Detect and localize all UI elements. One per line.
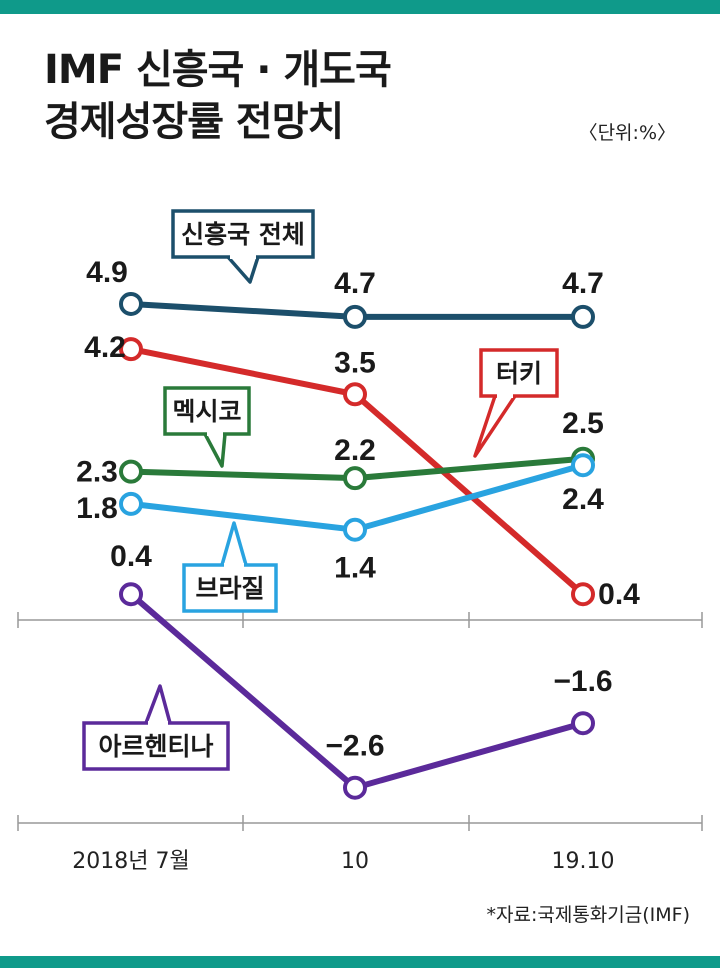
legend-box: [163, 386, 251, 436]
data-label: 2.3: [76, 456, 118, 489]
data-point: [343, 382, 367, 407]
data-label: 4.9: [86, 256, 128, 289]
x-tick-label: 2018년 7월: [72, 849, 189, 874]
data-point: [343, 304, 367, 329]
data-point: [119, 491, 143, 516]
data-point: [343, 775, 367, 800]
data-point: [571, 304, 595, 329]
data-label: 3.5: [334, 346, 376, 379]
data-point: [571, 453, 595, 478]
data-point: [119, 582, 143, 607]
title-line-1: IMF 신흥국 · 개도국: [44, 47, 392, 93]
data-label: 4.7: [334, 267, 376, 300]
data-label: 2.4: [562, 483, 604, 516]
x-tick-label: 19.10: [552, 849, 615, 874]
data-point: [571, 711, 595, 736]
data-point: [119, 291, 143, 316]
legend-pointer: [203, 432, 227, 468]
legend-label: 멕시코: [172, 397, 241, 426]
data-label: 4.2: [84, 331, 126, 364]
data-label: 0.4: [110, 540, 152, 573]
data-point: [119, 459, 143, 484]
data-label: 2.2: [334, 434, 376, 467]
data-point: [119, 337, 143, 362]
legend-pointer: [226, 255, 260, 284]
data-label: 0.4: [598, 578, 640, 611]
data-point: [343, 466, 367, 491]
bottom-accent-bar: [0, 956, 720, 968]
chart-title: IMF 신흥국 · 개도국 경제성장률 전망치: [44, 44, 392, 148]
legend-pointer: [220, 521, 248, 567]
data-label: −2.6: [325, 730, 384, 763]
legend-box: [182, 563, 278, 613]
data-point: [571, 582, 595, 607]
legend-pointer: [144, 684, 172, 725]
data-label: −1.6: [553, 665, 612, 698]
data-label: 4.7: [562, 267, 604, 300]
legend-label: 터키: [496, 359, 542, 388]
data-label: 2.5: [562, 407, 604, 440]
legend-label: 아르헨티나: [98, 732, 213, 761]
top-accent-bar: [0, 0, 720, 14]
title-line-2: 경제성장률 전망치: [44, 99, 344, 145]
legend-label: 신흥국 전체: [181, 220, 305, 249]
data-point: [343, 517, 367, 542]
legend-pointer: [473, 394, 517, 458]
legend-label: 브라질: [195, 574, 264, 603]
data-label: 1.8: [76, 492, 118, 525]
data-label: 1.4: [334, 552, 376, 585]
source-note: *자료:국제통화기금(IMF): [486, 904, 691, 926]
unit-label: 〈단위:%〉: [578, 122, 676, 144]
legend-box: [479, 348, 559, 398]
x-tick-label: 10: [341, 849, 369, 874]
